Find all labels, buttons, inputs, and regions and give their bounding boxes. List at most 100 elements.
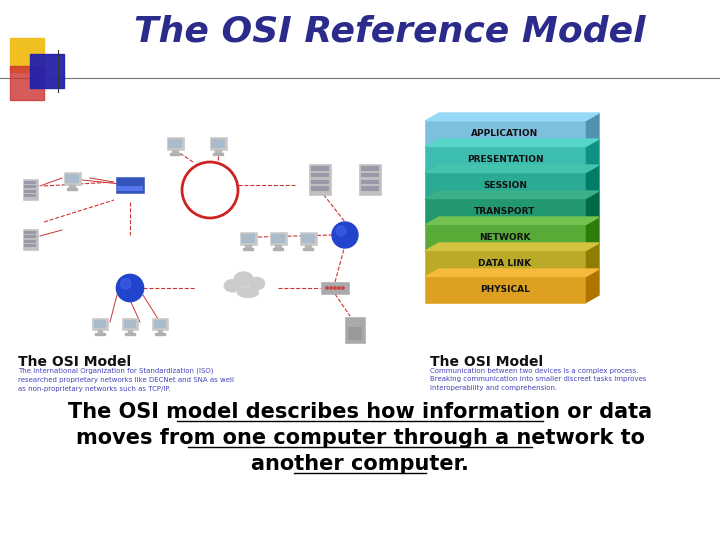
Text: The International Organization for Standardization (ISO)
researched proprietary : The International Organization for Stand… xyxy=(18,368,234,392)
Bar xyxy=(303,248,313,250)
Bar xyxy=(22,179,37,200)
Circle shape xyxy=(330,287,332,289)
Bar xyxy=(361,186,379,191)
Text: PHYSICAL: PHYSICAL xyxy=(480,286,530,294)
Bar xyxy=(246,245,251,248)
Bar xyxy=(425,121,585,147)
Bar xyxy=(425,199,585,225)
Polygon shape xyxy=(425,139,599,147)
Bar xyxy=(361,166,379,171)
Bar xyxy=(24,185,36,188)
Bar xyxy=(117,186,143,191)
Circle shape xyxy=(117,274,144,302)
Polygon shape xyxy=(585,113,599,147)
Bar xyxy=(425,147,585,173)
Ellipse shape xyxy=(248,277,265,290)
Bar xyxy=(425,251,585,277)
Bar xyxy=(98,330,102,333)
Circle shape xyxy=(336,226,346,236)
Bar xyxy=(271,234,285,244)
Bar xyxy=(425,225,585,251)
Ellipse shape xyxy=(237,287,259,298)
Bar xyxy=(158,330,163,333)
Text: The OSI Reference Model: The OSI Reference Model xyxy=(134,15,646,49)
Polygon shape xyxy=(585,217,599,251)
Bar xyxy=(425,277,585,303)
Bar xyxy=(116,177,145,193)
Circle shape xyxy=(342,287,344,289)
Polygon shape xyxy=(425,165,599,173)
Bar xyxy=(69,185,75,188)
Circle shape xyxy=(325,287,328,289)
Bar xyxy=(95,333,105,335)
Text: another computer.: another computer. xyxy=(251,454,469,474)
Bar xyxy=(67,188,77,190)
Bar xyxy=(213,153,223,155)
Bar xyxy=(425,173,585,199)
Bar xyxy=(24,194,36,197)
Bar xyxy=(24,180,36,184)
Text: moves from one computer through a network to: moves from one computer through a networ… xyxy=(76,428,644,448)
Bar xyxy=(66,174,78,183)
Bar xyxy=(311,173,329,178)
Polygon shape xyxy=(585,269,599,303)
Polygon shape xyxy=(425,243,599,251)
Text: NETWORK: NETWORK xyxy=(480,233,531,242)
Bar xyxy=(311,180,329,184)
Polygon shape xyxy=(585,243,599,277)
Bar xyxy=(125,333,135,335)
Bar xyxy=(211,139,225,148)
Bar xyxy=(309,164,331,195)
Circle shape xyxy=(338,287,340,289)
Bar xyxy=(22,229,37,250)
Bar xyxy=(348,327,362,340)
Polygon shape xyxy=(585,165,599,199)
Bar xyxy=(24,231,36,233)
Bar xyxy=(24,190,36,192)
Bar xyxy=(240,232,256,245)
Text: APPLICATION: APPLICATION xyxy=(472,130,539,138)
Polygon shape xyxy=(585,139,599,173)
Text: The OSI Model: The OSI Model xyxy=(430,355,543,369)
Ellipse shape xyxy=(224,279,241,292)
Bar xyxy=(30,54,64,88)
Bar xyxy=(276,245,281,248)
Bar xyxy=(300,232,317,245)
Bar xyxy=(24,240,36,242)
Polygon shape xyxy=(425,191,599,199)
Polygon shape xyxy=(585,191,599,225)
Bar xyxy=(305,245,310,248)
Circle shape xyxy=(334,287,336,289)
Bar xyxy=(153,320,166,328)
Bar xyxy=(359,164,381,195)
Bar xyxy=(94,320,107,328)
Bar xyxy=(361,180,379,184)
Text: Communication between two devices is a complex process.
Breaking communication i: Communication between two devices is a c… xyxy=(430,368,647,391)
Bar xyxy=(273,248,283,250)
Bar xyxy=(269,232,287,245)
Polygon shape xyxy=(425,269,599,277)
Bar xyxy=(311,166,329,171)
Bar xyxy=(124,320,136,328)
Bar xyxy=(241,234,255,244)
Bar xyxy=(63,172,81,185)
Text: The OSI model describes how information or data: The OSI model describes how information … xyxy=(68,402,652,422)
Bar xyxy=(301,234,315,244)
Polygon shape xyxy=(425,113,599,121)
Bar xyxy=(24,235,36,238)
Bar xyxy=(166,137,184,150)
Bar xyxy=(10,38,44,72)
Bar xyxy=(24,244,36,247)
Text: SESSION: SESSION xyxy=(483,181,527,191)
Circle shape xyxy=(120,279,131,289)
Text: TRANSPORT: TRANSPORT xyxy=(474,207,536,217)
Bar xyxy=(311,186,329,191)
Ellipse shape xyxy=(234,272,253,287)
Text: PRESENTATION: PRESENTATION xyxy=(467,156,544,165)
Bar xyxy=(361,173,379,178)
Bar xyxy=(321,282,349,294)
Bar xyxy=(215,150,220,153)
Text: DATA LINK: DATA LINK xyxy=(478,260,531,268)
Bar xyxy=(173,150,178,153)
Bar xyxy=(170,153,180,155)
